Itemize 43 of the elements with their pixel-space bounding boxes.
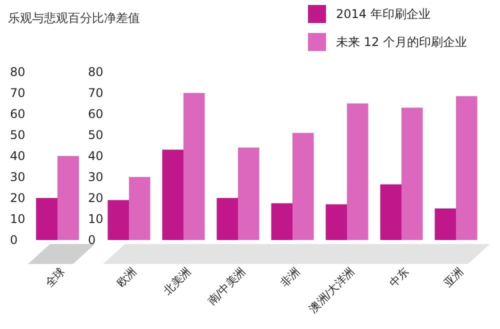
bar [162, 150, 184, 240]
bar [380, 184, 402, 240]
y-tick-label: 60 [10, 107, 26, 122]
y-tick-label: 50 [88, 128, 104, 142]
bar [456, 96, 478, 240]
y-tick-label: 80 [88, 65, 104, 80]
y-tick-label: 30 [10, 170, 26, 184]
chart-title: 乐观与悲观百分比净差值 [8, 11, 140, 25]
y-tick-label: 70 [88, 86, 104, 100]
bar [271, 203, 292, 240]
bar [326, 204, 348, 240]
legend-label: 2014 年印刷企业 [336, 7, 430, 22]
bar [108, 200, 129, 240]
bar [128, 177, 150, 240]
y-tick-label: 70 [10, 86, 26, 100]
bar [292, 132, 314, 240]
y-tick-label: 60 [88, 107, 104, 122]
y-tick-label: 80 [10, 65, 26, 80]
y-tick-label: 50 [10, 128, 26, 142]
x-tick-label: 全球 [42, 264, 68, 290]
y-tick-label: 40 [88, 149, 104, 164]
y-tick-label: 0 [10, 233, 18, 248]
bar [238, 148, 260, 240]
x-tick-label: 澳洲/大洋洲 [306, 264, 358, 316]
y-tick-label: 10 [10, 212, 26, 226]
x-tick-label: 北美洲 [161, 264, 194, 298]
x-tick-label: 亚洲 [441, 264, 466, 290]
y-tick-label: 30 [88, 170, 104, 184]
bar [216, 198, 238, 240]
y-tick-label: 20 [88, 191, 104, 206]
bar [402, 108, 423, 240]
bar [434, 208, 456, 240]
y-tick-label: 0 [88, 233, 96, 248]
x-tick-label: 中东 [386, 264, 412, 290]
bar [183, 93, 205, 240]
legend-label: 未来 12 个月的印刷企业 [336, 35, 467, 50]
x-tick-label: 南/中美洲 [205, 264, 248, 308]
bar [347, 104, 368, 240]
y-tick-label: 40 [10, 149, 26, 164]
x-tick-label: 非洲 [278, 264, 303, 290]
y-tick-label: 10 [88, 212, 104, 226]
y-tick-label: 20 [10, 191, 26, 206]
x-tick-label: 欧洲 [114, 264, 140, 290]
